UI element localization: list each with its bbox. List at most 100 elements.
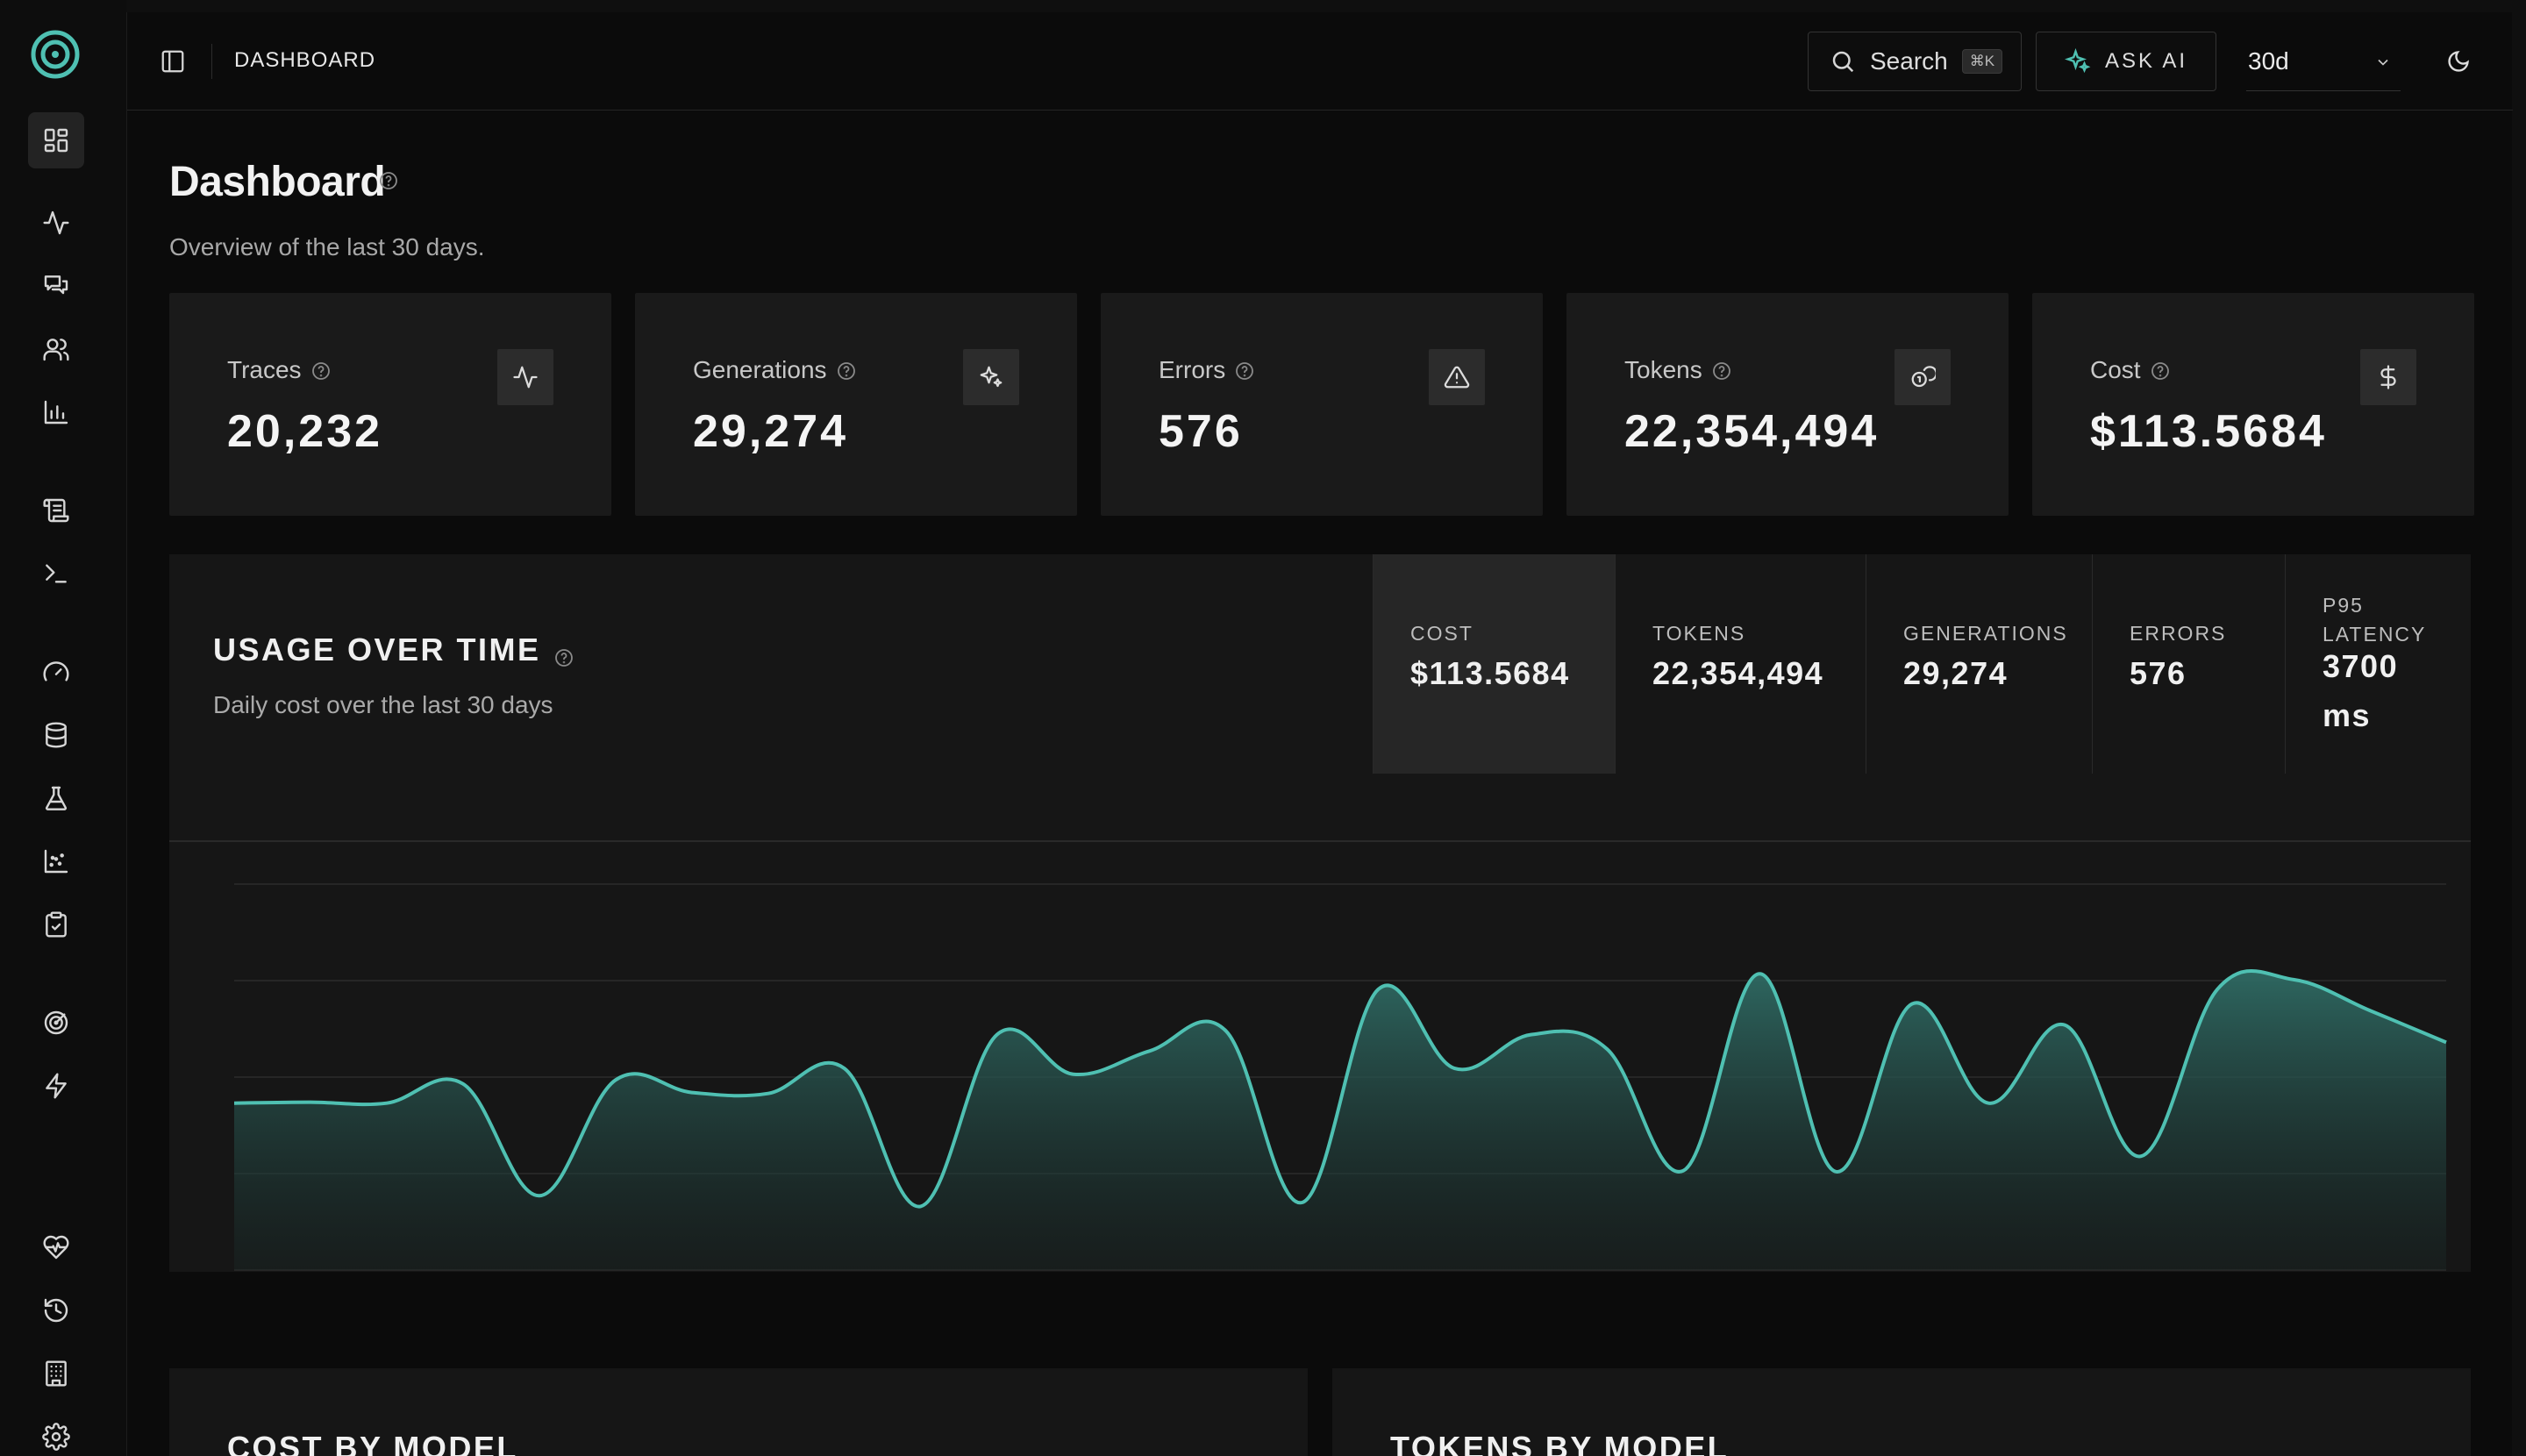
bolt-icon	[46, 1073, 67, 1099]
sidebar-item-organization[interactable]	[28, 1345, 84, 1402]
stat-label: Traces	[227, 356, 332, 384]
usage-over-time-card: USAGE OVER TIME Daily cost over the last…	[169, 554, 2471, 1272]
sidebar-item-annotations[interactable]	[28, 896, 84, 953]
stat-label: Generations	[693, 356, 857, 384]
moon-icon	[2448, 51, 2469, 72]
cost-by-model-title: COST BY MODEL	[227, 1430, 518, 1456]
radar-icon	[44, 1010, 68, 1035]
help-circle-icon[interactable]	[378, 170, 399, 191]
users-icon	[43, 339, 69, 361]
help-circle-icon[interactable]	[1234, 360, 1255, 381]
cost-by-model-card: COST BY MODEL	[169, 1368, 1308, 1456]
sidebar-item-dashboard[interactable]	[28, 112, 84, 168]
stat-value: 22,354,494	[1624, 406, 1880, 457]
stat-label: Tokens	[1624, 356, 1732, 384]
stat-label-text: Traces	[227, 356, 302, 383]
metric-label: COST	[1410, 622, 1474, 645]
stat-label-text: Generations	[693, 356, 827, 383]
metric-label: P95 LATENCY	[2323, 594, 2427, 646]
help-circle-icon[interactable]	[553, 639, 574, 667]
heart-pulse-icon	[43, 1235, 69, 1260]
page-title: Dashboard	[169, 159, 386, 205]
help-circle-icon[interactable]	[310, 360, 332, 381]
metric-value: 29,274	[1903, 655, 2009, 691]
search-button[interactable]: Search ⌘K	[1808, 32, 2022, 91]
sparkles-icon	[963, 349, 1019, 405]
stat-label: Cost	[2090, 356, 2171, 384]
messages-icon	[44, 275, 68, 295]
usage-title: USAGE OVER TIME	[213, 632, 574, 668]
sidebar-item-experiments[interactable]	[28, 770, 84, 826]
tokens-by-model-card: TOKENS BY MODEL	[1332, 1368, 2471, 1456]
panel-left-icon	[161, 50, 184, 73]
search-shortcut: ⌘K	[1961, 49, 2003, 74]
stat-label-text: Errors	[1159, 356, 1226, 383]
area-fill	[234, 970, 2446, 1270]
metric-tab-cost[interactable]: COST $113.5684	[1373, 554, 1615, 774]
stat-card-cost: Cost $113.5684	[2032, 293, 2474, 516]
activity-icon	[497, 349, 553, 405]
metric-label: ERRORS	[2130, 622, 2227, 645]
alert-triangle-icon	[1429, 349, 1485, 405]
metric-tab-tokens[interactable]: TOKENS 22,354,494	[1615, 554, 1866, 774]
topbar-divider	[211, 44, 212, 79]
terminal-icon	[46, 564, 67, 583]
usage-title-text: USAGE OVER TIME	[213, 632, 541, 667]
sidebar-item-traces[interactable]	[28, 195, 84, 251]
history-icon	[44, 1298, 68, 1323]
stat-label-text: Tokens	[1624, 356, 1702, 383]
sidebar-item-evaluations[interactable]	[28, 833, 84, 889]
sidebar-item-automations[interactable]	[28, 1058, 84, 1114]
sidebar-item-settings[interactable]	[28, 1409, 84, 1456]
top-bar: DASHBOARD Search ⌘K ASK AI 30d	[127, 12, 2513, 111]
stat-card-errors: Errors 576	[1101, 293, 1543, 516]
building-icon	[46, 1360, 67, 1387]
stat-label-text: Cost	[2090, 356, 2141, 383]
ask-ai-button[interactable]: ASK AI	[2036, 32, 2216, 91]
database-icon	[46, 722, 67, 748]
sidebar-item-sessions[interactable]	[28, 258, 84, 314]
search-label: Search	[1870, 47, 1948, 75]
scroll-icon	[43, 498, 69, 523]
period-value: 30d	[2248, 46, 2289, 75]
usage-chart[interactable]: 06-2406-2606-2806-3007-0207-0407-0607-08…	[169, 840, 2471, 1272]
metric-value: 22,354,494	[1652, 655, 1824, 691]
sidebar-item-playground[interactable]	[28, 546, 84, 602]
period-select[interactable]: 30d	[2246, 32, 2401, 91]
gauge-icon	[43, 661, 69, 682]
sidebar-item-scores[interactable]	[28, 644, 84, 700]
sidebar-item-users[interactable]	[28, 321, 84, 377]
help-circle-icon[interactable]	[836, 360, 857, 381]
sparkles-icon	[2064, 48, 2091, 74]
sidebar-item-targets[interactable]	[28, 995, 84, 1051]
sidebar-item-prompts[interactable]	[28, 482, 84, 539]
search-icon	[1832, 51, 1854, 73]
tokens-by-model-title: TOKENS BY MODEL	[1390, 1430, 1730, 1456]
grid-icon	[44, 128, 68, 153]
metric-tab-errors[interactable]: ERRORS 576	[2092, 554, 2285, 774]
sidebar-item-history[interactable]	[28, 1282, 84, 1338]
chevron-down-icon	[2378, 59, 2388, 66]
series-line	[233, 968, 2447, 1209]
stat-card-generations: Generations 29,274	[635, 293, 1077, 516]
stat-value: $113.5684	[2090, 406, 2327, 457]
usage-subtitle: Daily cost over the last 30 days	[213, 691, 553, 718]
dollar-icon	[2360, 349, 2416, 405]
main-panel: DASHBOARD Search ⌘K ASK AI 30d Dashboard…	[126, 12, 2513, 1456]
help-circle-icon[interactable]	[2150, 360, 2171, 381]
breadcrumb[interactable]: DASHBOARD	[234, 48, 376, 72]
theme-toggle-button[interactable]	[2441, 44, 2476, 79]
metric-value: 3700 ms	[2323, 648, 2399, 733]
metric-value: $113.5684	[1410, 655, 1570, 691]
sidebar-toggle-button[interactable]	[155, 44, 190, 79]
sidebar-item-datasets[interactable]	[28, 707, 84, 763]
metric-tab-p95-latency[interactable]: P95 LATENCY 3700 ms	[2285, 554, 2471, 774]
metric-tab-generations[interactable]: GENERATIONS 29,274	[1866, 554, 2092, 774]
logo-ring-icon[interactable]	[31, 30, 80, 79]
sidebar-item-health[interactable]	[28, 1219, 84, 1275]
help-circle-icon[interactable]	[1711, 360, 1732, 381]
usage-divider	[169, 840, 2471, 842]
metric-value: 576	[2130, 655, 2187, 691]
sidebar-item-analytics[interactable]	[28, 384, 84, 440]
scatter-icon	[44, 849, 68, 874]
